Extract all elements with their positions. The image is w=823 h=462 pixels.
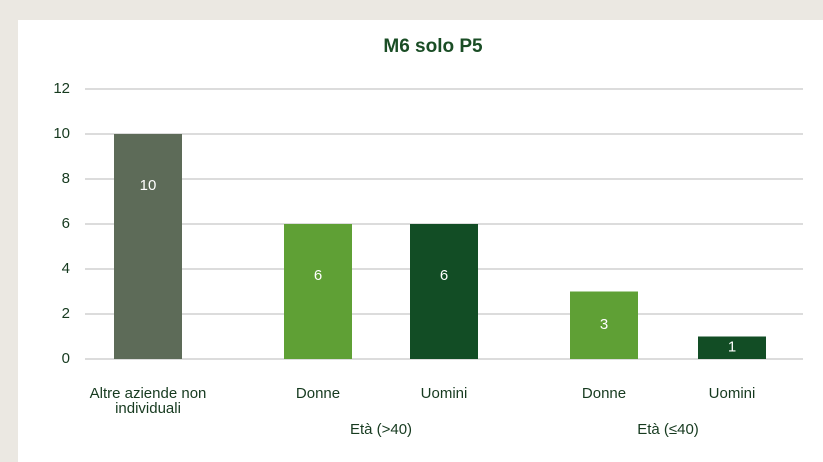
value-label: 3 [600, 316, 608, 333]
bar [410, 224, 478, 359]
y-tick-label: 6 [62, 215, 70, 232]
bar [284, 224, 352, 359]
x-tick-label: Donne [295, 385, 341, 402]
group-label: Età (≤40) [637, 421, 699, 438]
bar [114, 134, 182, 359]
x-tick-label: Uomini [420, 385, 468, 402]
y-tick-label: 4 [62, 260, 70, 277]
x-tick-label: Uomini [708, 385, 756, 402]
value-label: 1 [728, 339, 736, 356]
group-label: Età (>40) [349, 421, 413, 438]
y-tick-label: 2 [62, 305, 70, 322]
chart-title: M6 solo P5 [383, 36, 483, 57]
y-tick-label: 10 [53, 125, 70, 142]
x-tick-label: Altre aziende non individuali [89, 385, 207, 417]
y-tick-label: 0 [62, 350, 70, 367]
value-label: 10 [140, 177, 157, 194]
y-tick-label: 8 [62, 170, 70, 187]
value-label: 6 [440, 267, 448, 284]
x-tick-label: Donne [581, 385, 627, 402]
y-tick-label: 12 [53, 80, 70, 97]
bar [570, 291, 638, 359]
value-label: 6 [314, 267, 322, 284]
bar [698, 336, 766, 359]
